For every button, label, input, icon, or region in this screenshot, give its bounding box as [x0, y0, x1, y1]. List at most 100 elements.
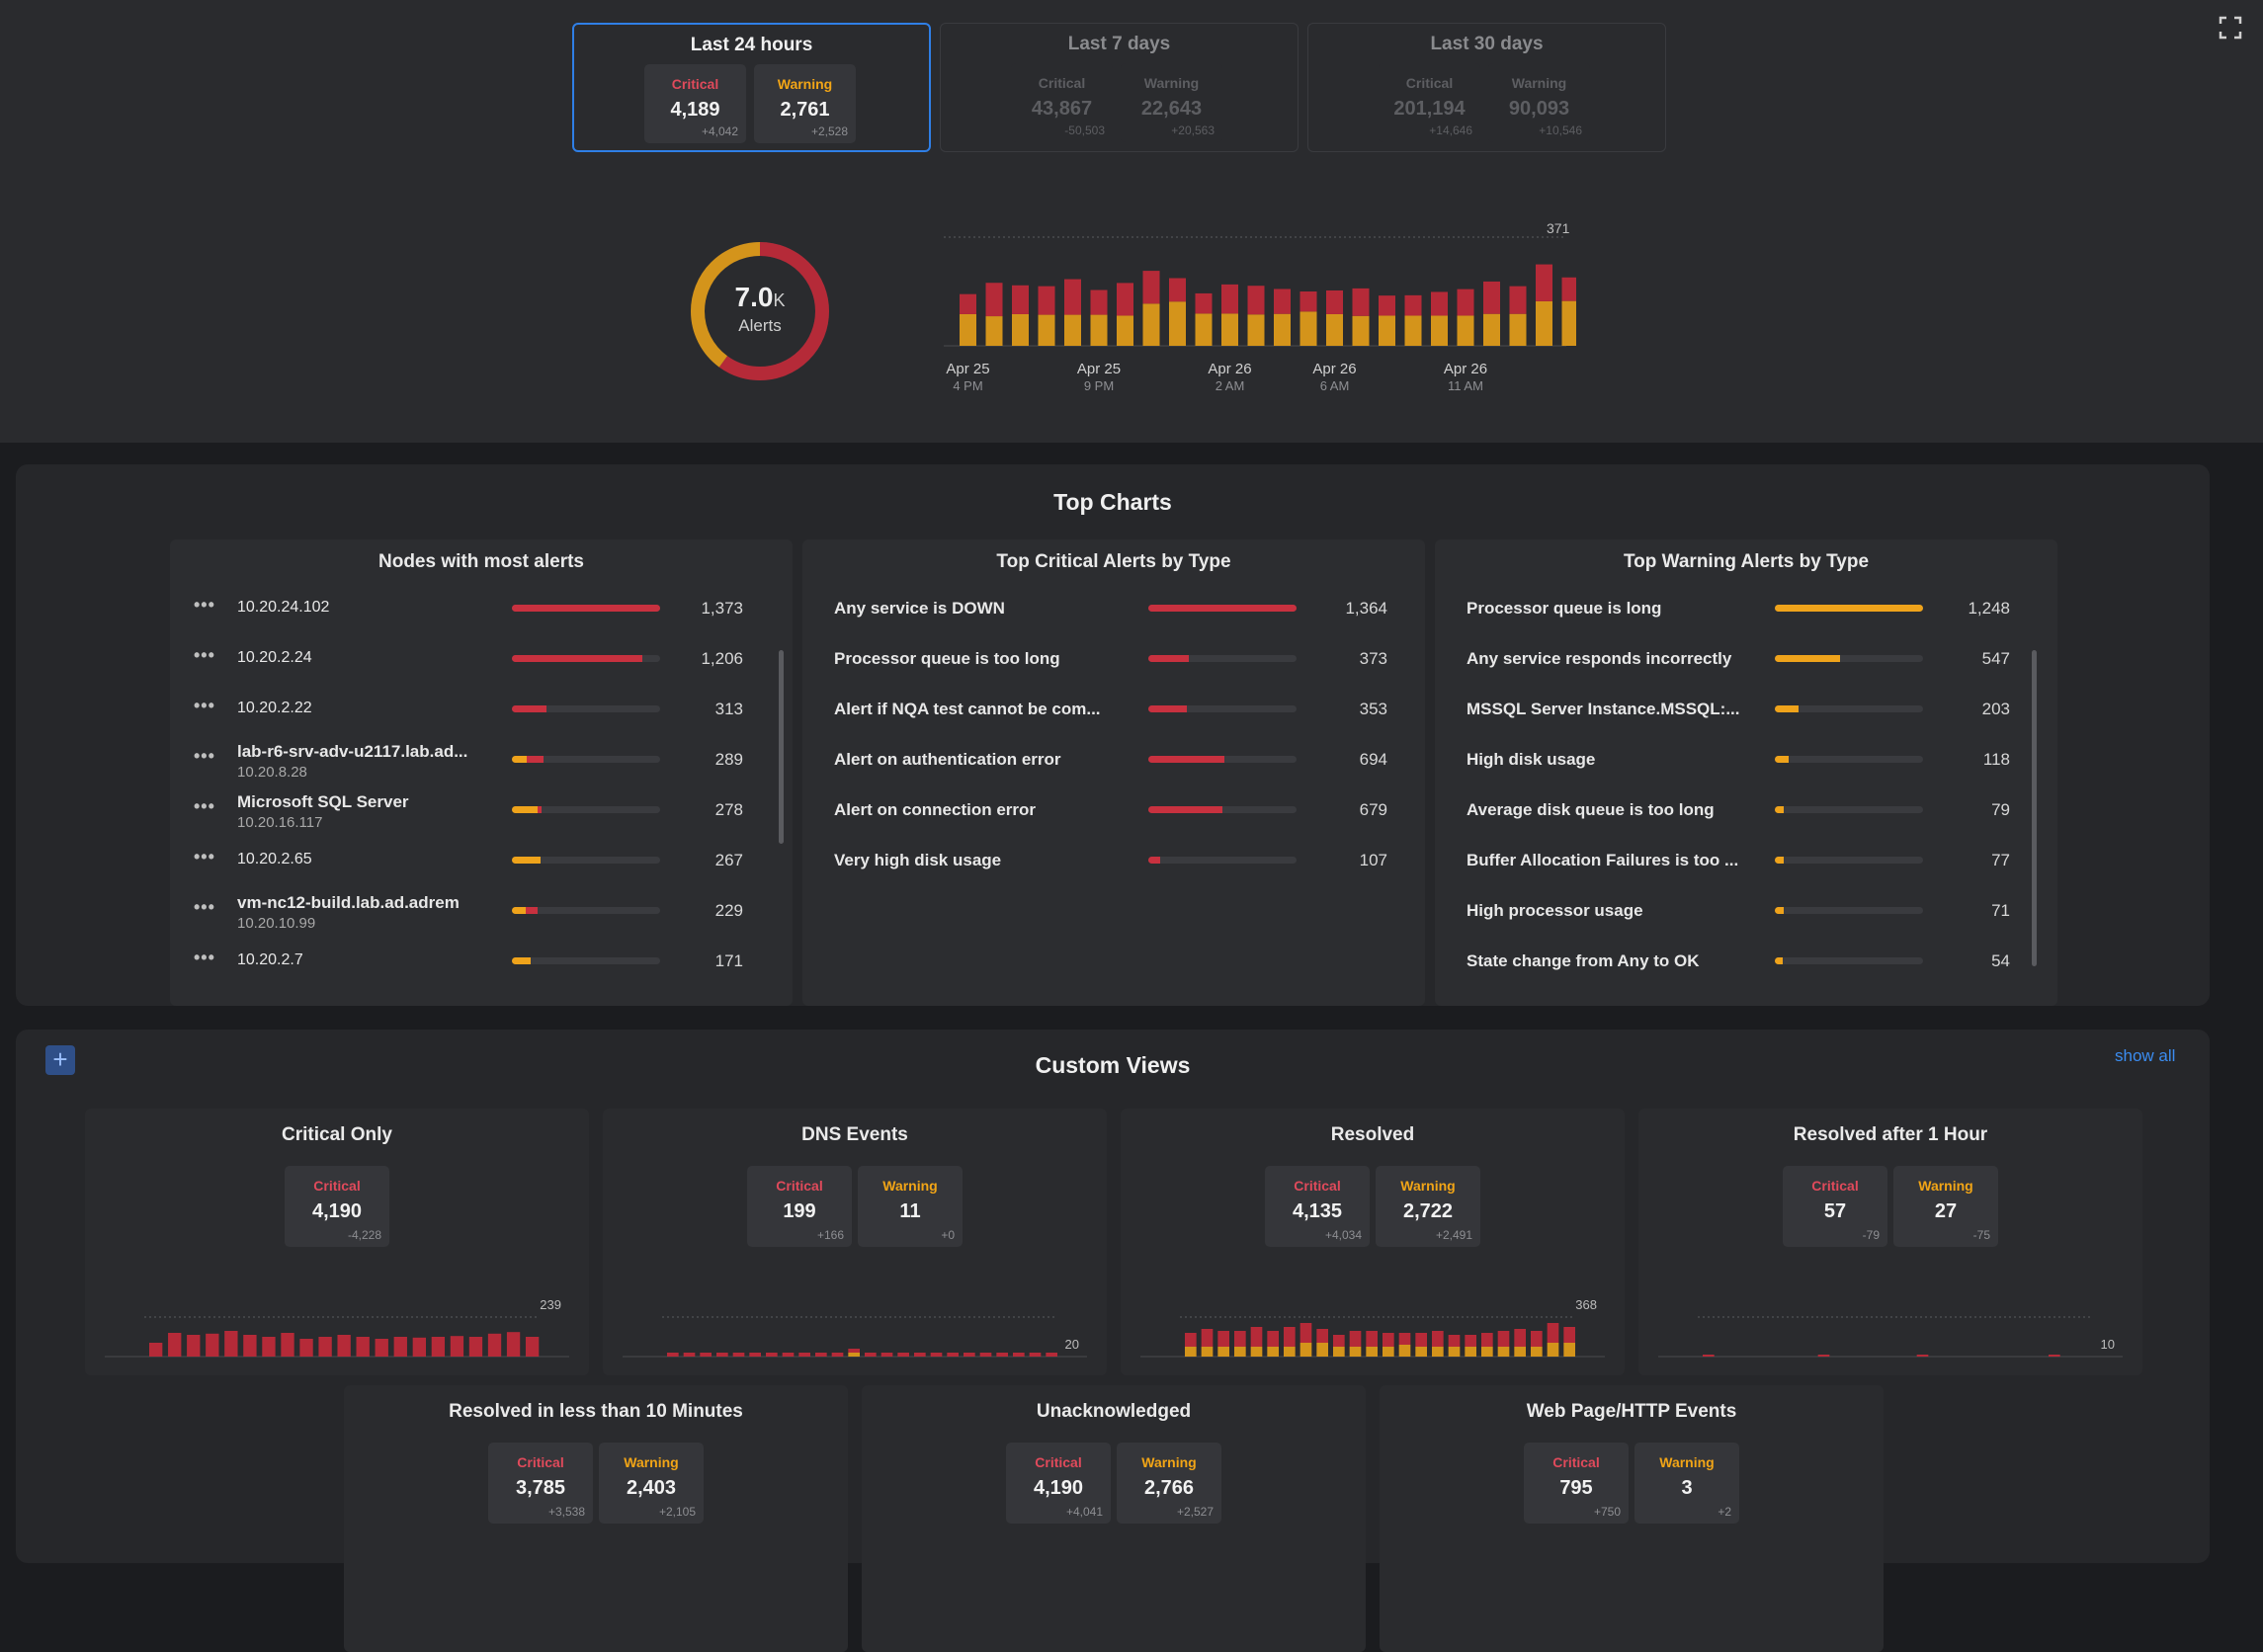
critical-value: 4,190: [1033, 1477, 1084, 1499]
bar-warning: [1536, 300, 1552, 346]
mini-bar-critical: [356, 1337, 370, 1357]
custom-view-card[interactable]: Unacknowledged Critical 4,190 +4,041 Warning…: [862, 1385, 1366, 1652]
node-row[interactable]: ••• 10.20.24.102 1,373: [170, 589, 773, 632]
mini-max-label: 20: [1065, 1337, 1079, 1352]
bar-critical: [1483, 281, 1500, 314]
row-menu-icon[interactable]: •••: [194, 897, 215, 917]
row-name: 10.20.2.7: [237, 951, 303, 968]
row-name: High processor usage: [1467, 901, 1643, 920]
node-row[interactable]: ••• 10.20.2.65 267: [170, 841, 773, 884]
row-bar: [512, 857, 660, 864]
bar-critical: [1247, 286, 1265, 315]
mini-bar-critical: [1250, 1327, 1263, 1347]
row-menu-icon[interactable]: •••: [194, 645, 215, 665]
node-row[interactable]: ••• lab-r6-srv-adv-u2117.lab.ad... 10.20.8…: [170, 740, 773, 784]
critical-type-row[interactable]: Alert if NQA test cannot be com... 353: [802, 690, 1415, 733]
node-row[interactable]: ••• Microsoft SQL Server 10.20.16.117 278: [170, 790, 773, 834]
critical-type-row[interactable]: Very high disk usage 107: [802, 841, 1415, 884]
mini-bar-warning: [1398, 1345, 1411, 1357]
row-menu-icon[interactable]: •••: [194, 796, 215, 816]
bar-critical: [1352, 288, 1370, 316]
mini-bar-warning: [1448, 1347, 1461, 1357]
bar-warning-fill: [512, 806, 538, 813]
warning-types-scrollbar[interactable]: [2032, 650, 2037, 966]
bar-critical: [1090, 289, 1108, 315]
row-menu-icon[interactable]: •••: [194, 948, 215, 967]
warning-delta: -75: [1972, 1228, 1990, 1242]
custom-view-title: Resolved after 1 Hour: [1793, 1124, 1988, 1145]
row-value: 54: [1991, 951, 2010, 970]
row-menu-icon[interactable]: •••: [194, 595, 215, 615]
row-menu-icon[interactable]: •••: [194, 696, 215, 715]
row-value: 547: [1981, 649, 2010, 668]
warning-type-row[interactable]: Processor queue is long 1,248: [1435, 589, 2028, 632]
node-row[interactable]: ••• 10.20.2.22 313: [170, 690, 773, 733]
mini-bar-warning: [1250, 1347, 1263, 1357]
warning-type-row[interactable]: High disk usage 118: [1435, 740, 2028, 784]
mini-bar-warning: [1481, 1347, 1493, 1357]
row-menu-icon[interactable]: •••: [194, 746, 215, 766]
warning-type-row[interactable]: State change from Any to OK 54: [1435, 942, 2028, 985]
bar-fill: [1775, 756, 1790, 763]
warning-type-row[interactable]: Any service responds incorrectly 547: [1435, 639, 2028, 683]
period-card-1[interactable]: Last 7 days Critical 43,867 -50,503 Warning 2…: [940, 23, 1299, 152]
warning-value: 27: [1934, 1200, 1958, 1222]
custom-view-title: DNS Events: [801, 1124, 908, 1145]
critical-type-row[interactable]: Alert on connection error 679: [802, 790, 1415, 834]
warning-type-row[interactable]: High processor usage 71: [1435, 891, 2028, 935]
mini-bar-critical: [1333, 1335, 1345, 1347]
bar-warning: [1117, 315, 1133, 346]
add-view-button[interactable]: +: [45, 1045, 75, 1075]
critical-type-row[interactable]: Alert on authentication error 694: [802, 740, 1415, 784]
row-name: MSSQL Server Instance.MSSQL:...: [1467, 700, 1740, 718]
bar-fill: [1148, 756, 1224, 763]
critical-type-row[interactable]: Any service is DOWN 1,364: [802, 589, 1415, 632]
critical-label: Critical: [1552, 1454, 1600, 1470]
period-card-2[interactable]: Last 30 days Critical 201,194 +14,646 Warnin…: [1307, 23, 1666, 152]
alerts-donut: [691, 242, 829, 380]
critical-stat: Critical 199 +166: [747, 1166, 852, 1247]
custom-views-title: Custom Views: [1035, 1052, 1191, 1078]
bar-critical: [1195, 292, 1213, 314]
critical-stat: Critical 4,190 +4,041: [1006, 1443, 1111, 1524]
warning-type-row[interactable]: MSSQL Server Instance.MSSQL:... 203: [1435, 690, 2028, 733]
critical-stat: Critical 57 -79: [1783, 1166, 1887, 1247]
x-tick-date: Apr 26: [1208, 361, 1251, 377]
mini-bar-critical: [393, 1337, 407, 1357]
node-row[interactable]: ••• 10.20.2.7 171: [170, 942, 773, 985]
custom-view-card[interactable]: Resolved in less than 10 Minutes Critical…: [344, 1385, 848, 1652]
custom-view-card[interactable]: Resolved after 1 Hour Critical 57 -79 Warnin…: [1638, 1109, 2142, 1375]
period-card-0[interactable]: Last 24 hours Critical 4,189 +4,042 Warning 2…: [572, 23, 931, 152]
node-row[interactable]: ••• 10.20.2.24 1,206: [170, 639, 773, 683]
row-name: Any service responds incorrectly: [1467, 649, 1732, 668]
mini-bar-critical: [149, 1343, 163, 1357]
warning-type-row[interactable]: Average disk queue is too long 79: [1435, 790, 2028, 834]
mini-max-label: 239: [540, 1297, 561, 1312]
mini-bar-critical: [168, 1333, 182, 1357]
mini-bar-critical: [782, 1353, 795, 1357]
nodes-scrollbar[interactable]: [779, 650, 784, 844]
mini-bar-warning: [848, 1353, 860, 1357]
show-all-link[interactable]: show all: [2115, 1046, 2176, 1065]
row-menu-icon[interactable]: •••: [194, 847, 215, 867]
warning-label: Warning: [1659, 1454, 1715, 1470]
custom-view-card[interactable]: Critical Only Critical 4,190 -4,228 239: [85, 1109, 589, 1375]
mini-bar-critical: [947, 1353, 959, 1357]
custom-view-card[interactable]: Resolved Critical 4,135 +4,034 Warning 2,722 +…: [1121, 1109, 1625, 1375]
critical-delta: +166: [816, 1228, 844, 1242]
mini-bar-critical: [506, 1332, 521, 1357]
node-row[interactable]: ••• vm-nc12-build.lab.ad.adrem 10.20.10.99…: [170, 891, 773, 935]
row-bar: [1775, 907, 1923, 914]
row-name: 10.20.24.102: [237, 599, 330, 616]
critical-label: Critical: [1038, 75, 1086, 91]
custom-view-card[interactable]: DNS Events Critical 199 +166 Warning 11 +0 20: [603, 1109, 1107, 1375]
fullscreen-icon[interactable]: [2219, 16, 2242, 40]
warning-type-row[interactable]: Buffer Allocation Failures is too ... 77: [1435, 841, 2028, 884]
mini-bar-critical: [243, 1335, 257, 1357]
mini-bar-critical: [1316, 1329, 1328, 1343]
critical-type-row[interactable]: Processor queue is too long 373: [802, 639, 1415, 683]
mini-bar-warning: [1497, 1347, 1510, 1357]
custom-view-card[interactable]: Web Page/HTTP Events Critical 795 +750 Warni…: [1380, 1385, 1884, 1652]
bar-critical: [1431, 291, 1448, 316]
